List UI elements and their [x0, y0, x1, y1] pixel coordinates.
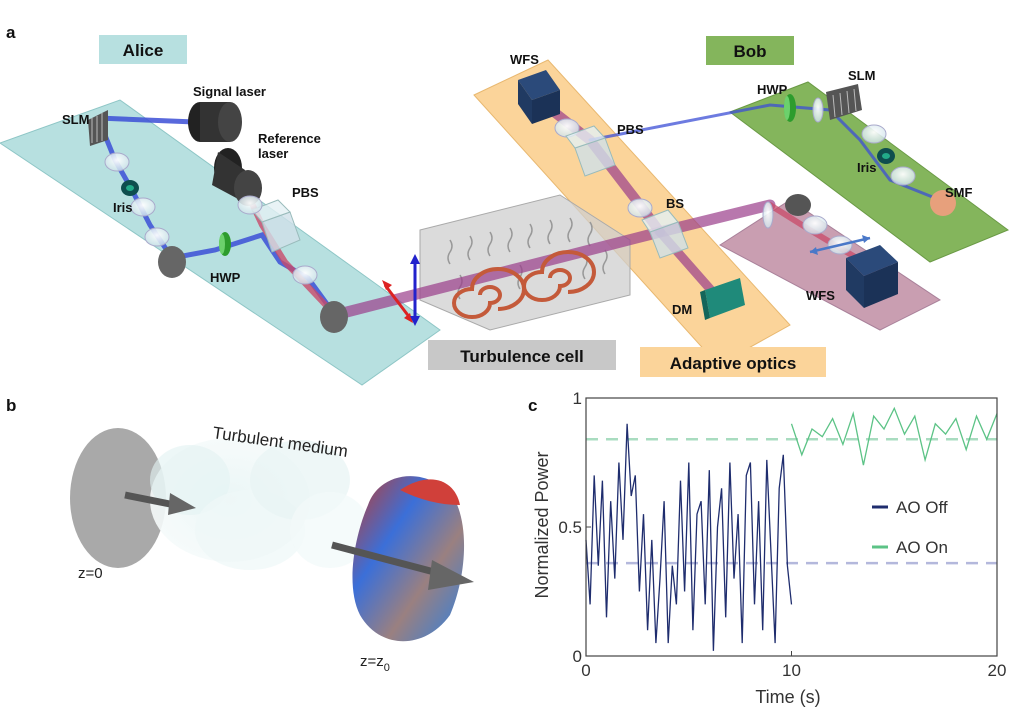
signal-laser-label: Signal laser [193, 84, 266, 99]
deformable-mirror [700, 278, 745, 320]
bob-lens-2 [861, 124, 887, 144]
ao-title: Adaptive optics [670, 354, 797, 373]
reference-laser-label-1: Reference [258, 131, 321, 146]
bob-hwp-label: HWP [757, 82, 788, 97]
series-line-ao-off [585, 423, 793, 651]
bob-lens-3 [890, 166, 916, 186]
legend-label-ao-on: AO On [896, 538, 948, 557]
wfs-lens-1 [762, 201, 774, 229]
bob-lens-1 [812, 97, 824, 123]
bob-platform [728, 81, 1010, 263]
y-tick-label: 0.5 [558, 518, 582, 537]
reference-laser-label-2: laser [258, 146, 288, 161]
x-tick-label: 10 [782, 661, 801, 680]
alice-hwp-label: HWP [210, 270, 241, 285]
wfs-lens-2 [802, 215, 828, 235]
wfs-mirror [785, 194, 811, 216]
output-plane-phase-screen [352, 476, 465, 642]
bob-wfs-label: WFS [806, 288, 835, 303]
ao-wfs [518, 70, 560, 124]
alice-pbs [251, 199, 301, 253]
ao-title-box [640, 347, 826, 377]
beam-arrow-shaft-1 [124, 491, 176, 509]
bob-iris-label: Iris [857, 160, 877, 175]
alice-slm [88, 110, 108, 146]
y-ticks: 00.51 [558, 389, 591, 666]
bob-wfs [846, 245, 898, 308]
input-plane-disk [70, 428, 166, 568]
alice-title: Alice [123, 41, 164, 60]
vortex-spirals [452, 250, 596, 319]
ao-wfs-label: WFS [510, 52, 539, 67]
alice-iris [121, 180, 139, 196]
z-end-label: z=z0 [360, 653, 390, 674]
smf-coupler [930, 190, 956, 216]
bob-hwp [784, 94, 796, 122]
ao-pbs-label: PBS [617, 122, 644, 137]
x-ticks: 0 10 20 [581, 651, 1006, 680]
dm-label: DM [672, 302, 692, 317]
alice-slm-label: SLM [62, 112, 89, 127]
turbulence-title: Turbulence cell [460, 347, 583, 366]
bob-iris [877, 148, 895, 164]
alice-iris-label: Iris [113, 200, 133, 215]
x-axis-label: Time (s) [755, 687, 820, 707]
y-tick-label: 1 [573, 389, 582, 408]
panel-b-label: b [6, 396, 16, 415]
bob-slm [826, 84, 862, 120]
beam-arrow-head-1 [168, 493, 196, 515]
y-axis-label: Normalized Power [532, 451, 552, 598]
bob-title-box [706, 36, 794, 65]
power-chart: 0 10 20 00.51 Time (s) Normalized Power AO… [532, 389, 1006, 707]
series-line-ao-on [790, 406, 998, 466]
bob-title: Bob [733, 42, 766, 61]
z-start-label: z=0 [78, 565, 103, 582]
ao-bs [641, 209, 689, 259]
smf-label: SMF [945, 185, 973, 200]
beam-arrow-shaft-2 [331, 541, 439, 577]
turbulence-title-box [428, 340, 616, 370]
x-tick-label: 0 [581, 661, 590, 680]
y-tick-label: 0 [573, 647, 582, 666]
beam-arrow-head-2 [428, 560, 474, 590]
panel-a-label: a [6, 23, 16, 42]
polarization-arrows [382, 254, 420, 326]
legend-label-ao-off: AO Off [896, 498, 948, 517]
phase-screen-red-region [400, 479, 460, 505]
alice-pbs-label: PBS [292, 185, 319, 200]
ao-bs-label: BS [666, 196, 684, 211]
alice-hwp [219, 232, 231, 256]
ao-lens-2 [627, 198, 653, 218]
alice-mirrors [158, 246, 348, 333]
signal-laser [188, 102, 242, 142]
ao-pbs [565, 125, 616, 177]
panel-c-label: c [528, 396, 537, 415]
alice-title-box [99, 35, 187, 64]
legend: AO Off AO On [872, 498, 948, 557]
wfs-polarizer-arrows [809, 235, 871, 255]
bob-slm-label: SLM [848, 68, 875, 83]
x-tick-label: 20 [988, 661, 1007, 680]
alice-lenses [104, 152, 318, 285]
